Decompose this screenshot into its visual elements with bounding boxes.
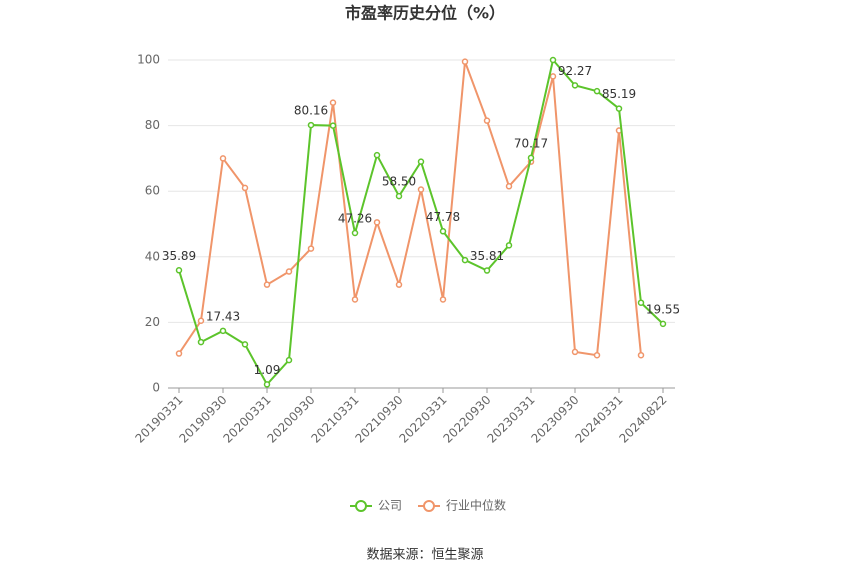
point [549, 73, 557, 80]
point [659, 320, 667, 328]
point [395, 281, 403, 288]
data-label: 19.55 [646, 302, 680, 316]
point [219, 327, 227, 335]
y-tick-label: 100 [137, 53, 160, 67]
point [615, 105, 623, 112]
data-label: 70.17 [514, 136, 548, 150]
data-label: 17.43 [206, 309, 240, 323]
point [571, 348, 579, 356]
point [307, 245, 315, 252]
point [219, 155, 227, 162]
point [505, 183, 513, 190]
data-label: 35.81 [470, 249, 504, 263]
point [439, 228, 447, 235]
point [373, 219, 381, 226]
series-line [178, 57, 664, 387]
point [417, 186, 425, 193]
point [285, 356, 293, 364]
point [263, 381, 271, 388]
point [175, 350, 183, 357]
data-label: 85.19 [602, 87, 636, 101]
y-tick-label: 40 [145, 249, 160, 263]
data-label: 47.26 [338, 211, 372, 225]
data-label: 1.09 [254, 363, 281, 377]
legend-label: 行业中位数 [446, 498, 506, 513]
x-tick-label: 20240822 [617, 393, 670, 446]
chart-title: 市盈率历史分位（%） [345, 4, 505, 23]
point [241, 184, 249, 192]
data-label: 80.16 [294, 104, 328, 118]
point [483, 117, 491, 124]
point [571, 82, 579, 89]
data-label: 58.50 [382, 175, 416, 189]
point [395, 192, 403, 200]
point [417, 158, 425, 165]
y-tick-label: 60 [145, 184, 160, 198]
point [593, 351, 601, 359]
series-line [178, 61, 642, 357]
legend-label: 公司 [378, 499, 402, 513]
point [637, 299, 645, 306]
point [285, 268, 293, 275]
source: 数据来源：恒生聚源 [366, 548, 483, 563]
y-tick-label: 80 [145, 118, 160, 132]
point [527, 154, 535, 162]
point [505, 242, 513, 249]
point [307, 121, 315, 129]
point [637, 351, 645, 359]
point [461, 58, 469, 65]
data-label: 35.89 [162, 249, 196, 263]
point [329, 99, 337, 106]
point [175, 267, 183, 274]
point [351, 296, 359, 303]
point [439, 296, 447, 303]
point [197, 338, 205, 346]
point [593, 87, 601, 95]
point [329, 122, 337, 129]
point [461, 256, 469, 264]
y-tick-label: 0 [152, 381, 160, 395]
point [483, 267, 491, 274]
point [241, 341, 249, 348]
data-label: 92.27 [558, 64, 592, 78]
legend-marker [423, 500, 435, 512]
point [263, 281, 271, 288]
point [351, 229, 359, 237]
point [549, 56, 557, 64]
point [197, 317, 205, 325]
legend-marker [355, 500, 367, 512]
point [373, 151, 381, 159]
data-label: 47.78 [426, 210, 460, 224]
y-tick-label: 20 [145, 315, 160, 329]
